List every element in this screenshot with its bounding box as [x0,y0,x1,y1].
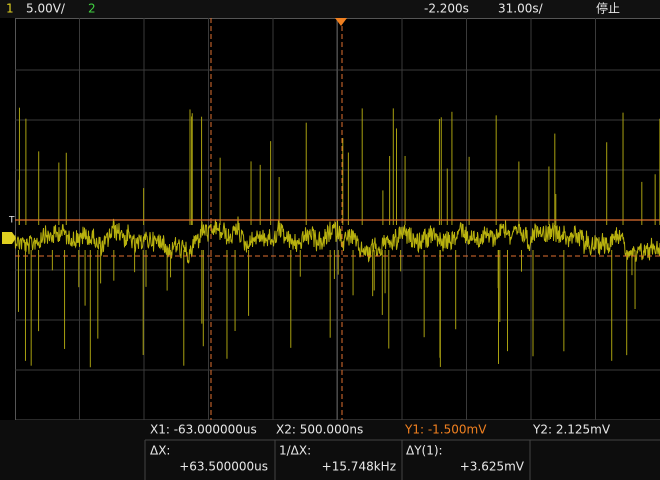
cursor-y2-readout: Y2: 2.125mV [532,423,611,437]
cursor-y1-readout: Y1: -1.500mV [404,423,487,437]
channel1-label: 1 [6,2,14,16]
measurement-value: +15.748kHz [322,460,396,474]
trigger-position-marker [335,18,347,26]
measurement-label: ΔX: [150,444,170,458]
cursor-x2-readout: X2: 500.000ns [276,423,363,437]
channel1-ground-marker [2,232,16,244]
measurement-value: +3.625mV [460,460,525,474]
measurement-label: ΔY(1): [406,444,443,458]
timebase: 31.00s/ [498,2,544,16]
measurement-label: 1/ΔX: [279,444,311,458]
top-bar [0,0,660,18]
waveform [14,107,660,368]
trigger-level-marker: T [8,216,15,226]
channel2-label: 2 [88,2,96,16]
run-status: 停止 [596,1,620,16]
waveform-trace [14,216,660,264]
cursor-x1-readout: X1: -63.000000us [150,423,257,437]
cursor-panel [0,420,660,480]
measurement-value: +63.500000us [179,460,268,474]
delay: -2.200s [424,2,469,16]
channel1-scale: 5.00V/ [26,2,66,16]
